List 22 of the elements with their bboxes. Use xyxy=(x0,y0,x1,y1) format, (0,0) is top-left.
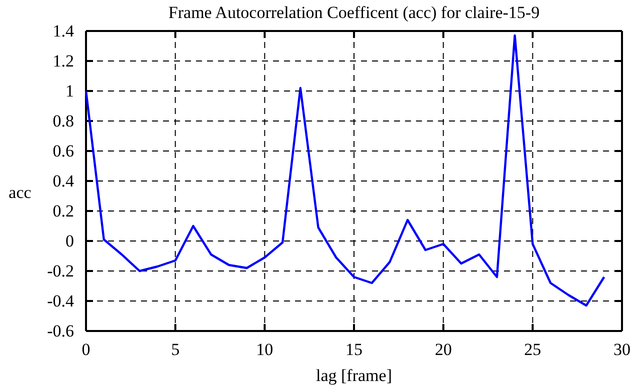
y-tick-label: 0.2 xyxy=(52,201,74,220)
y-tick-label: 0.6 xyxy=(52,141,74,160)
line-series xyxy=(84,34,606,307)
x-tick-label: 20 xyxy=(434,340,452,360)
y-tick-label: 1.2 xyxy=(52,51,74,70)
y-tick-label: -0.4 xyxy=(47,291,74,310)
x-tick-label: 15 xyxy=(346,340,362,360)
y-tick-label: -0.2 xyxy=(47,261,74,280)
x-tick-label: 30 xyxy=(614,340,630,360)
y-tick-label: 1 xyxy=(66,81,74,100)
y-tick-label: 0.4 xyxy=(52,171,74,190)
y-tick-label: 1.4 xyxy=(52,21,74,40)
x-axis-title: lag [frame] xyxy=(316,366,392,385)
x-tick-label: 25 xyxy=(524,340,542,360)
y-tick-label: -0.6 xyxy=(47,321,74,340)
x-tick-label: 0 xyxy=(82,340,90,360)
x-tick-label: 10 xyxy=(256,340,274,360)
chart-title: Frame Autocorrelation Coefficent (acc) for claire-15-9 xyxy=(168,3,540,22)
y-tick-label: 0 xyxy=(66,231,74,250)
y-tick-label: 0.8 xyxy=(52,111,74,130)
x-tick-label: 5 xyxy=(171,340,180,360)
y-axis-title: acc xyxy=(8,183,32,202)
